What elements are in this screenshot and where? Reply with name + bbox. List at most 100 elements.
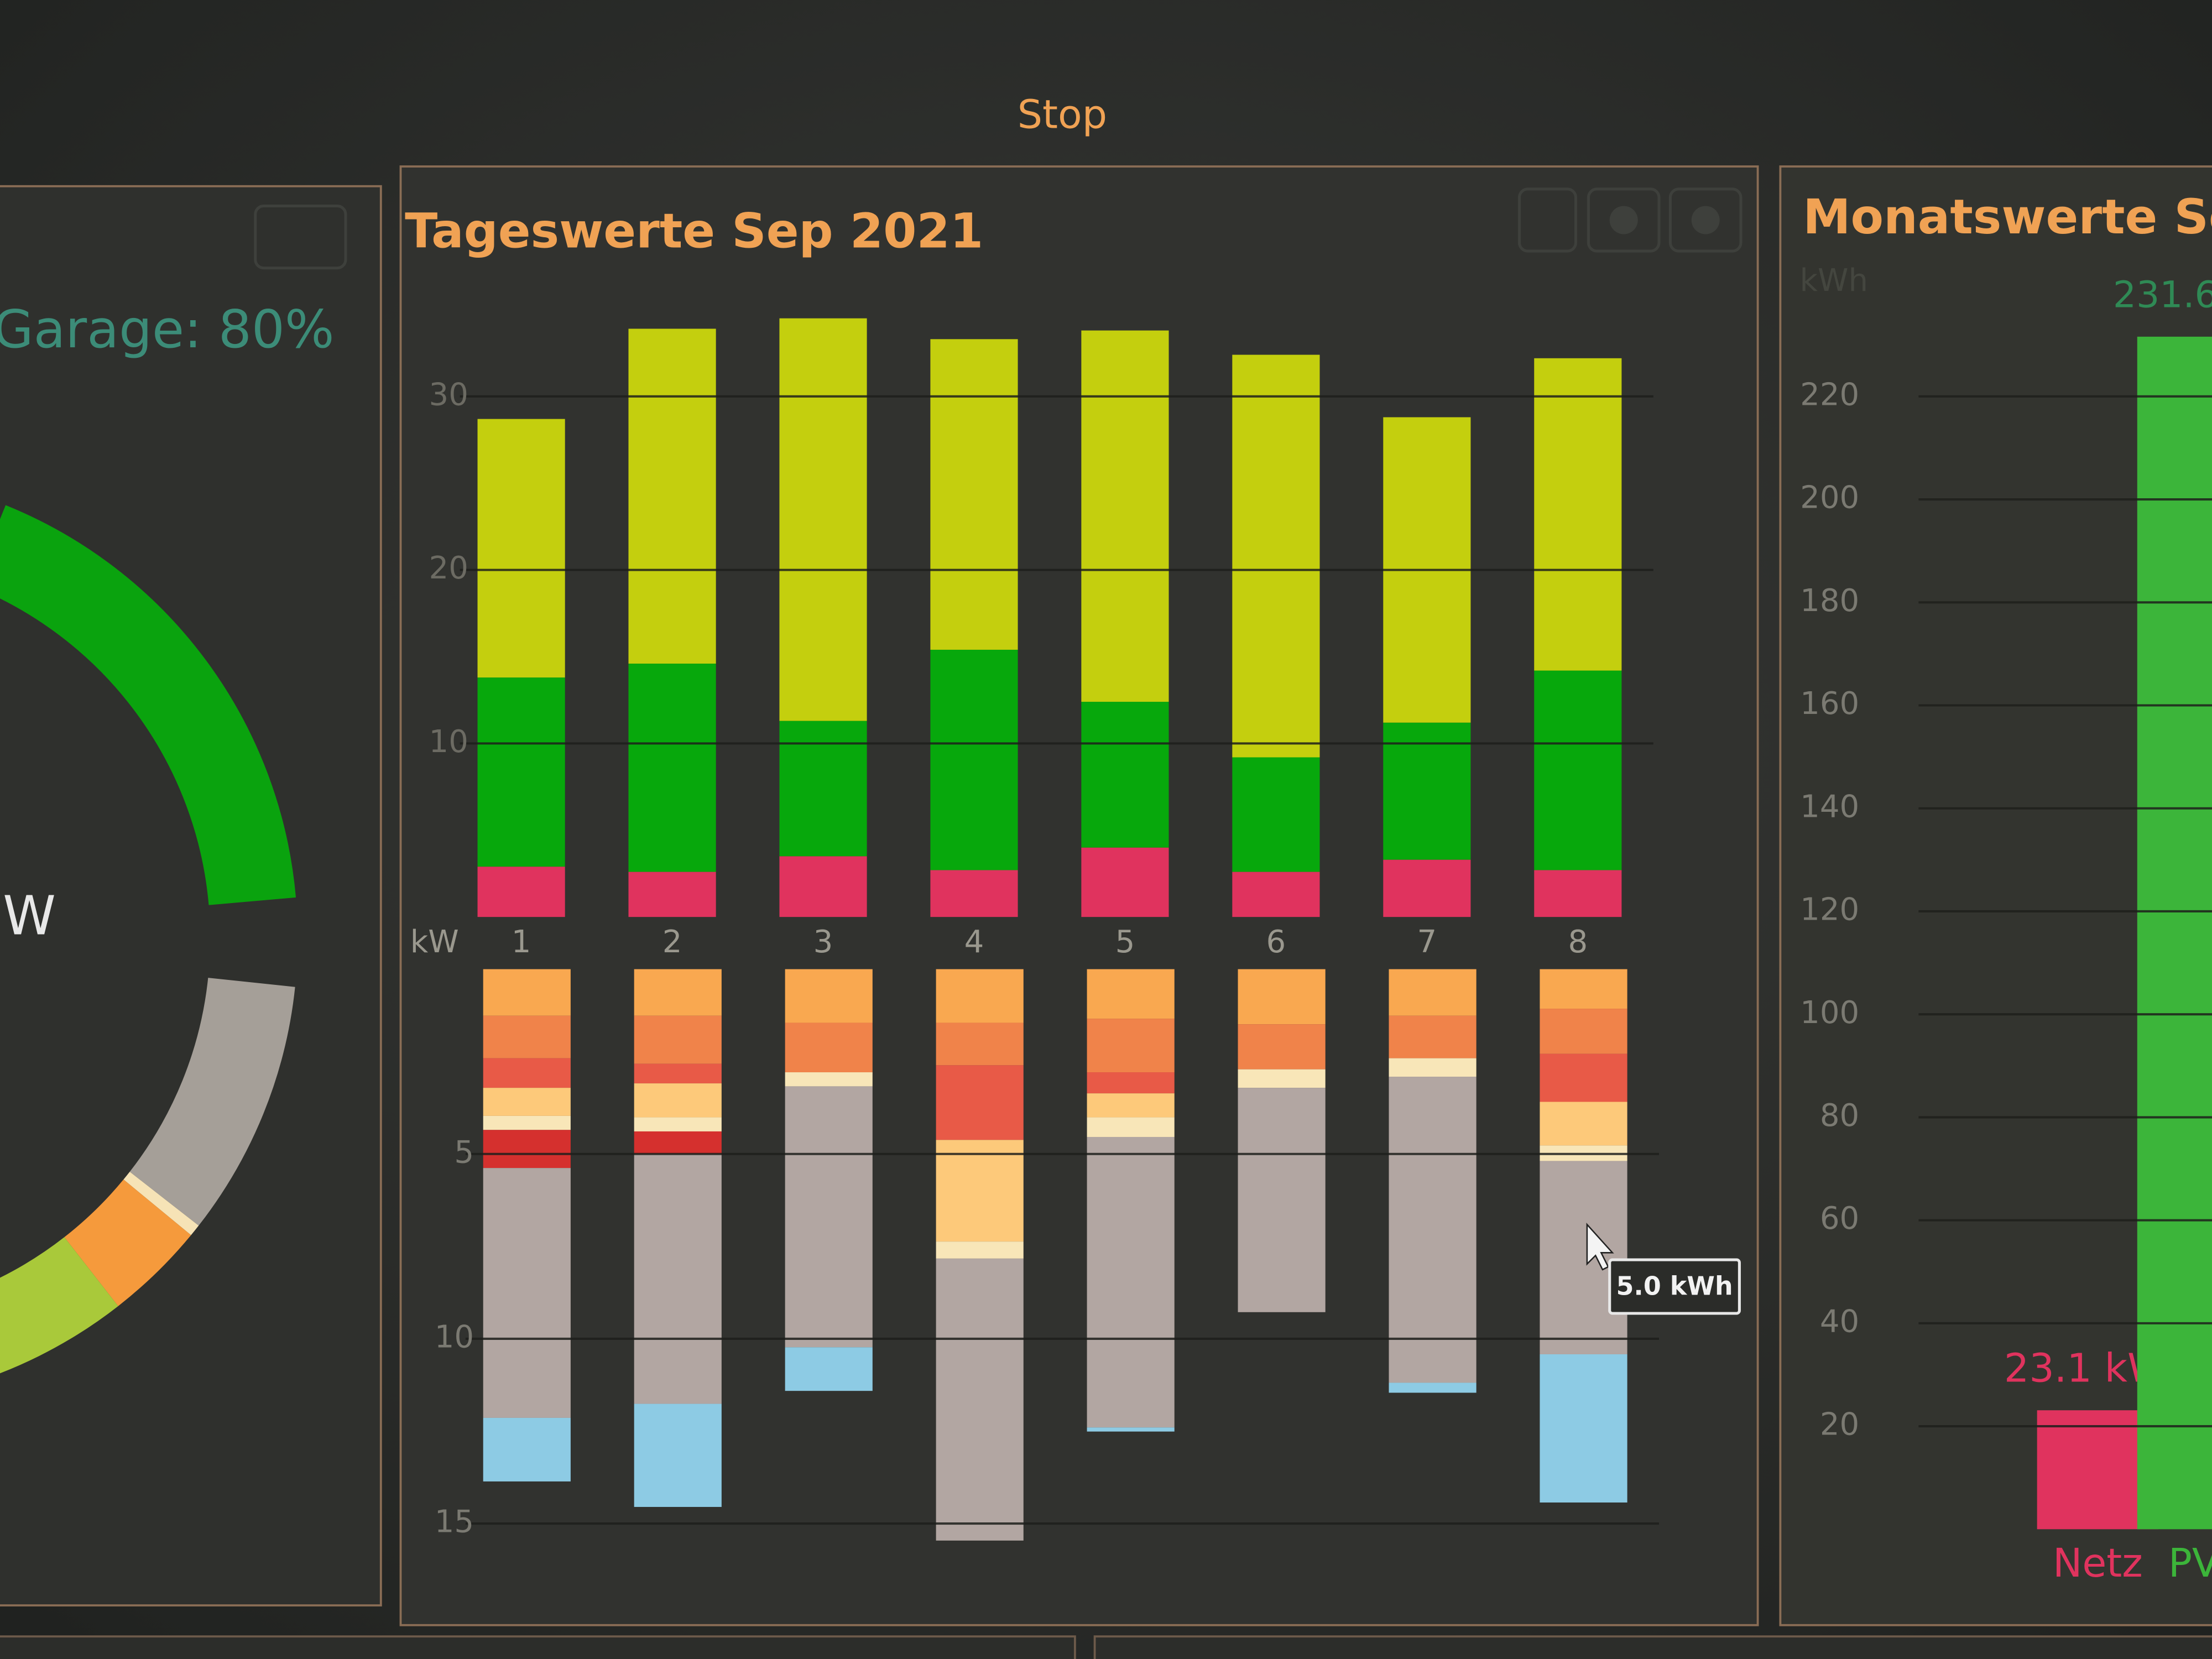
y-tick-label: 15 <box>435 1504 474 1540</box>
y-tick-label: 5 <box>454 1134 474 1170</box>
bar-segment <box>930 339 1018 650</box>
bar-segment <box>1540 1053 1627 1102</box>
bar-segment <box>930 649 1018 870</box>
gauge <box>0 505 296 1374</box>
bar-segment <box>1087 1427 1175 1432</box>
bar-segment <box>785 969 873 1023</box>
bar-segment <box>628 872 716 917</box>
y-tick-label: 80 <box>1820 1098 1859 1134</box>
bar-segment <box>483 1417 571 1481</box>
left-panel <box>0 185 382 1606</box>
y-tick-label: 180 <box>1800 583 1859 619</box>
bar-segment <box>1232 757 1320 872</box>
x-tick-label: 1 <box>512 924 531 960</box>
bar-segment <box>634 1131 722 1154</box>
y-tick-label: 60 <box>1820 1201 1859 1237</box>
next-icon <box>1691 206 1720 234</box>
bar-segment <box>483 969 571 1016</box>
bar-segment <box>634 969 722 1016</box>
bar-segment <box>634 1063 722 1084</box>
y-tick-label: 120 <box>1800 892 1859 928</box>
cursor <box>1586 1222 1614 1271</box>
menu-button[interactable] <box>254 204 347 270</box>
bar-segment <box>785 1022 873 1073</box>
garage-label: e Garage: 80% <box>0 299 335 360</box>
y-tick-label: 200 <box>1800 480 1859 516</box>
toolbar-button[interactable] <box>1517 187 1578 253</box>
bar-segment <box>1389 1058 1477 1077</box>
y-tick-label: 100 <box>1800 995 1859 1031</box>
day-panel <box>399 165 1759 1626</box>
header-title[interactable]: Stop <box>1018 91 1107 137</box>
bar-segment <box>483 1168 571 1418</box>
bar-segment <box>785 1347 873 1391</box>
bar-segment <box>628 664 716 872</box>
bar-segment <box>936 1065 1024 1140</box>
bar-segment <box>634 1117 722 1131</box>
x-tick-label: 5 <box>1115 924 1135 960</box>
y-tick-label: 30 <box>429 377 468 413</box>
bar-segment <box>634 1015 722 1064</box>
bar-segment <box>483 1015 571 1058</box>
bar-segment <box>1389 1383 1477 1393</box>
bar-segment <box>1087 969 1175 1019</box>
bar-segment <box>936 1241 1024 1259</box>
x-tick-label: 8 <box>1568 924 1588 960</box>
bar-segment <box>936 1258 1024 1541</box>
gauge-arc <box>129 977 295 1226</box>
x-tick-label: PV <box>2168 1540 2212 1586</box>
bar-segment <box>1081 702 1169 848</box>
bar-segment <box>1534 358 1622 671</box>
bar-segment <box>634 1083 722 1118</box>
y-tick-label: 220 <box>1800 377 1859 413</box>
bottom-panel <box>1093 1635 2212 1659</box>
bar-segment <box>1081 330 1169 702</box>
bar-segment <box>1081 847 1169 917</box>
bar-segment <box>936 969 1024 1023</box>
bar-segment <box>1232 354 1320 758</box>
bar-segment <box>1540 1161 1627 1354</box>
bar-segment <box>1087 1136 1175 1428</box>
bar-segment <box>1389 1077 1477 1383</box>
axis-label: kWh <box>1800 263 1869 299</box>
bar-segment <box>1540 1354 1627 1503</box>
prev-icon <box>1609 206 1638 234</box>
bar-segment <box>483 1130 571 1168</box>
x-tick-label: 3 <box>813 924 833 960</box>
bar-segment <box>483 1115 571 1130</box>
x-tick-label: 2 <box>662 924 682 960</box>
bar-segment <box>779 721 867 857</box>
prev-button[interactable] <box>1587 187 1661 253</box>
bar-segment <box>1534 670 1622 870</box>
gauge-arc <box>0 1237 118 1374</box>
chart-title: Tageswerte Sep 2021 <box>405 203 983 259</box>
bar-segment <box>1087 1093 1175 1118</box>
bar-segment <box>1232 872 1320 917</box>
tooltip <box>1608 1258 1741 1315</box>
bar-segment <box>1238 969 1326 1025</box>
y-tick-label: 10 <box>435 1319 474 1355</box>
next-button[interactable] <box>1668 187 1743 253</box>
y-tick-label: 40 <box>1820 1303 1859 1339</box>
bar-segment <box>1238 1069 1326 1088</box>
bar-segment <box>483 1088 571 1116</box>
x-tick-label: 6 <box>1266 924 1286 960</box>
bar-segment <box>1087 1117 1175 1137</box>
bar-segment <box>477 677 565 867</box>
bar-segment <box>785 1086 873 1348</box>
bar-segment <box>1389 1015 1477 1058</box>
axis-label: kW <box>410 924 459 960</box>
bar-segment <box>477 867 565 917</box>
gauge-arc <box>0 505 296 905</box>
bar-segment <box>1540 969 1627 1009</box>
bar-segment <box>936 1140 1024 1242</box>
y-tick-label: 160 <box>1800 686 1859 722</box>
bar-segment <box>1087 1072 1175 1094</box>
y-tick-label: 140 <box>1800 789 1859 825</box>
power-label: W <box>3 885 56 947</box>
charts: Tageswerte Sep 2021 10 20 30 1 2 3 4 5 6 7 8 kW 5 10 15… <box>405 189 2212 1586</box>
bar-segment <box>1389 969 1477 1016</box>
y-tick-label: 10 <box>429 724 468 760</box>
bar <box>2137 336 2212 1530</box>
